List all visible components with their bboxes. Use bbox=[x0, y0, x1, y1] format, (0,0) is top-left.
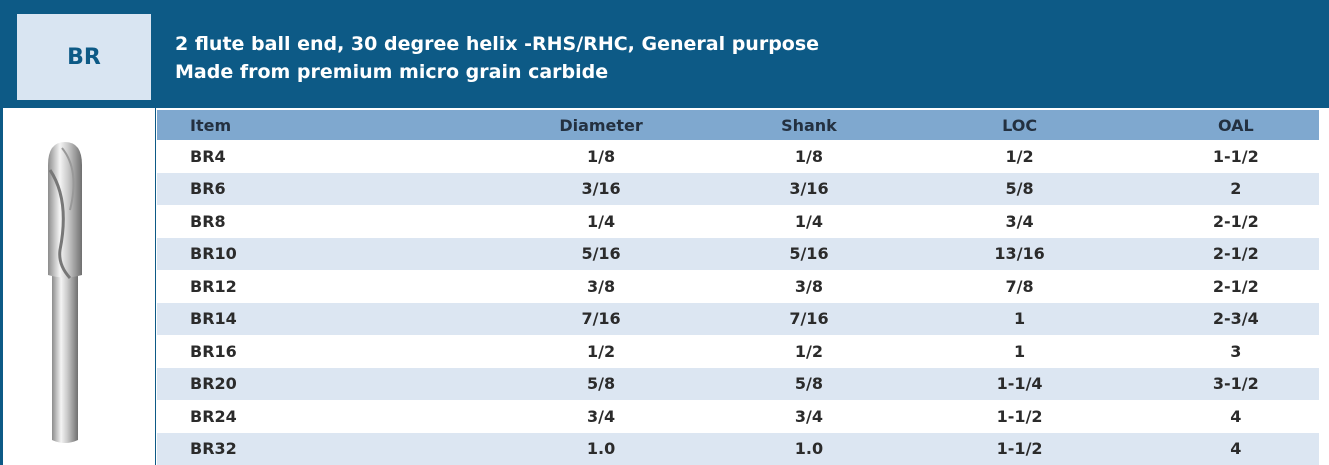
description: 2 flute ball end, 30 degree helix -RHS/R… bbox=[175, 30, 819, 86]
column-header: Item bbox=[157, 110, 471, 140]
table-cell: BR4 bbox=[157, 140, 471, 173]
table-cell: 1 bbox=[887, 335, 1153, 368]
description-line: 2 flute ball end, 30 degree helix -RHS/R… bbox=[175, 30, 819, 58]
table-cell: 7/16 bbox=[731, 303, 886, 336]
table-cell: 2 bbox=[1153, 173, 1319, 206]
column-header: OAL bbox=[1153, 110, 1319, 140]
table-cell: 13/16 bbox=[887, 238, 1153, 271]
table-cell: 1/2 bbox=[471, 335, 732, 368]
table-cell: BR8 bbox=[157, 205, 471, 238]
table-cell: 4 bbox=[1153, 433, 1319, 465]
table-cell: 3/4 bbox=[887, 205, 1153, 238]
table-cell: BR6 bbox=[157, 173, 471, 206]
table-cell: 7/8 bbox=[887, 270, 1153, 303]
table-cell: 1-1/2 bbox=[1153, 140, 1319, 173]
column-header: Shank bbox=[731, 110, 886, 140]
table-cell: 2-1/2 bbox=[1153, 270, 1319, 303]
table-cell: 5/8 bbox=[731, 368, 886, 401]
table-cell: 1/2 bbox=[887, 140, 1153, 173]
table-cell: 1/8 bbox=[471, 140, 732, 173]
table-cell: 1/4 bbox=[731, 205, 886, 238]
page: BR 2 flute ball end, 30 degree helix -RH… bbox=[0, 0, 1329, 465]
table-cell: 2-1/2 bbox=[1153, 238, 1319, 271]
table-cell: BR32 bbox=[157, 433, 471, 465]
table-cell: 3 bbox=[1153, 335, 1319, 368]
table-cell: 3/4 bbox=[731, 400, 886, 433]
table-cell: 1.0 bbox=[471, 433, 732, 465]
table-cell: 4 bbox=[1153, 400, 1319, 433]
table-cell: 3/4 bbox=[471, 400, 732, 433]
table-cell: 1/2 bbox=[731, 335, 886, 368]
table-cell: BR20 bbox=[157, 368, 471, 401]
table-cell: BR14 bbox=[157, 303, 471, 336]
table-cell: 5/8 bbox=[471, 368, 732, 401]
table-cell: 3/8 bbox=[471, 270, 732, 303]
table-cell: 3/16 bbox=[471, 173, 732, 206]
table-cell: 5/16 bbox=[471, 238, 732, 271]
table-cell: BR16 bbox=[157, 335, 471, 368]
table-cell: 2-1/2 bbox=[1153, 205, 1319, 238]
table-cell: 3-1/2 bbox=[1153, 368, 1319, 401]
tool-image bbox=[40, 140, 90, 450]
product-code: BR bbox=[17, 14, 151, 100]
table-cell: BR10 bbox=[157, 238, 471, 271]
table-cell: BR12 bbox=[157, 270, 471, 303]
table-cell: 5/16 bbox=[731, 238, 886, 271]
table-cell: 1/8 bbox=[731, 140, 886, 173]
border bbox=[0, 108, 3, 465]
table-cell: 5/8 bbox=[887, 173, 1153, 206]
column-header: LOC bbox=[887, 110, 1153, 140]
description-line: Made from premium micro grain carbide bbox=[175, 58, 819, 86]
table-cell: 1 bbox=[887, 303, 1153, 336]
table-cell: 1-1/4 bbox=[887, 368, 1153, 401]
table-cell: 3/8 bbox=[731, 270, 886, 303]
border bbox=[155, 108, 156, 465]
table-cell: 2-3/4 bbox=[1153, 303, 1319, 336]
table-cell: 7/16 bbox=[471, 303, 732, 336]
table-cell: 3/16 bbox=[731, 173, 886, 206]
table-cell: 1.0 bbox=[731, 433, 886, 465]
table-cell: 1-1/2 bbox=[887, 433, 1153, 465]
table-cell: BR24 bbox=[157, 400, 471, 433]
column-header: Diameter bbox=[471, 110, 732, 140]
table-cell: 1-1/2 bbox=[887, 400, 1153, 433]
table-cell: 1/4 bbox=[471, 205, 732, 238]
